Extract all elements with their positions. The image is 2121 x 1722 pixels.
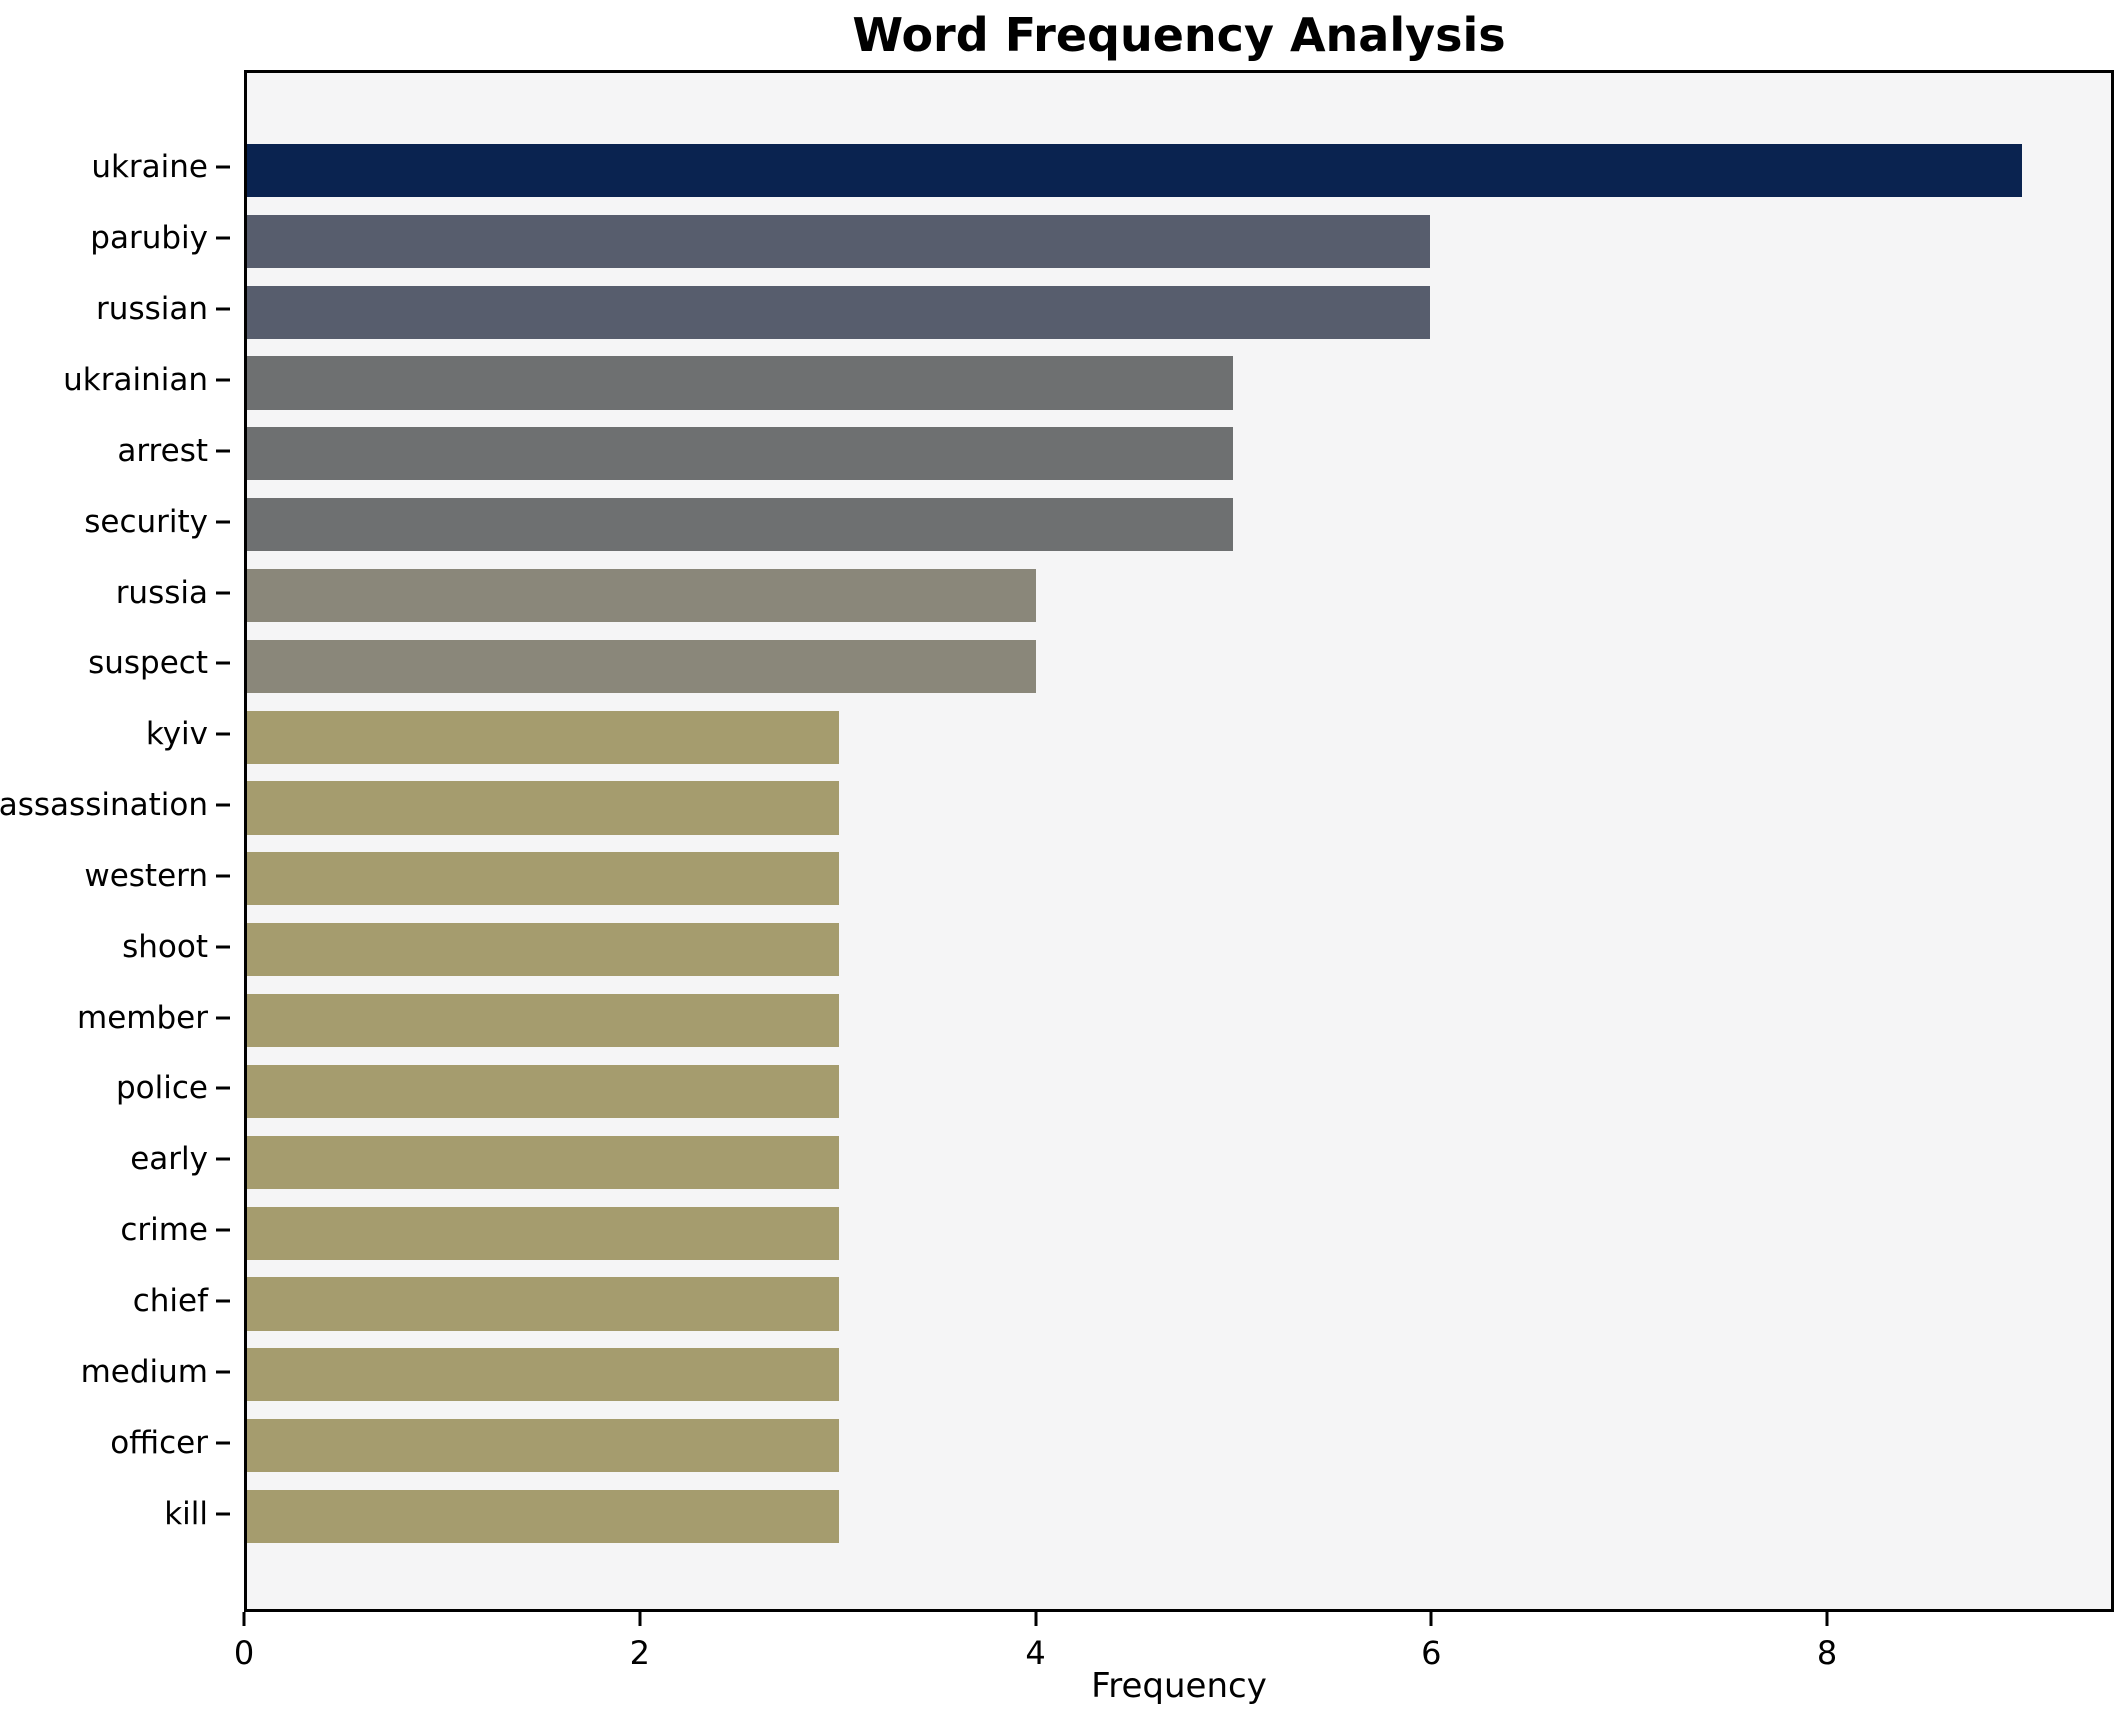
y-tick-mark bbox=[216, 874, 230, 878]
bar-row bbox=[247, 418, 2111, 489]
bar-row bbox=[247, 560, 2111, 631]
x-tick-mark bbox=[1825, 1612, 1829, 1626]
y-tick-mark bbox=[216, 520, 230, 524]
y-tick-mark bbox=[216, 1299, 230, 1303]
x-axis-title: Frequency bbox=[1091, 1666, 1267, 1706]
y-tick-mark bbox=[216, 1016, 230, 1020]
y-label-officer: officer bbox=[110, 1424, 208, 1461]
bar-row bbox=[247, 348, 2111, 419]
bar-arrest bbox=[247, 427, 1234, 481]
y-tick-mark bbox=[216, 165, 230, 169]
x-tick-label-0: 0 bbox=[233, 1634, 255, 1672]
y-label-medium: medium bbox=[80, 1353, 208, 1390]
bar-row bbox=[247, 1127, 2111, 1198]
y-label-crime: crime bbox=[120, 1212, 208, 1249]
y-tick-mark bbox=[216, 661, 230, 665]
y-tick-mark bbox=[216, 449, 230, 453]
y-tick-mark bbox=[216, 307, 230, 311]
y-label-russian: russian bbox=[96, 291, 208, 328]
y-tick-mark bbox=[216, 1086, 230, 1090]
y-label-russia: russia bbox=[115, 574, 208, 611]
y-tick-mark bbox=[216, 236, 230, 240]
y-tick-mark bbox=[216, 1441, 230, 1445]
bar-ukraine bbox=[247, 143, 2023, 197]
bar-officer bbox=[247, 1419, 839, 1473]
bar-member bbox=[247, 994, 839, 1048]
y-label-assassination: assassination bbox=[0, 787, 208, 824]
bar-row bbox=[247, 1339, 2111, 1410]
chart-title: Word Frequency Analysis bbox=[852, 8, 1506, 62]
y-tick-mark bbox=[216, 1370, 230, 1374]
x-tick-mark bbox=[638, 1612, 642, 1626]
y-label-ukraine: ukraine bbox=[91, 149, 208, 186]
bar-row bbox=[247, 844, 2111, 915]
y-tick-mark bbox=[216, 1157, 230, 1161]
bar-medium bbox=[247, 1348, 839, 1402]
y-label-member: member bbox=[77, 999, 208, 1036]
bar-suspect bbox=[247, 639, 1036, 693]
y-tick-mark bbox=[216, 1228, 230, 1232]
y-tick-mark bbox=[216, 591, 230, 595]
y-label-police: police bbox=[116, 1070, 208, 1107]
bar-security bbox=[247, 498, 1234, 552]
bar-shoot bbox=[247, 923, 839, 977]
bar-row bbox=[247, 489, 2111, 560]
bar-row bbox=[247, 702, 2111, 773]
x-tick-label-2: 2 bbox=[629, 1634, 650, 1672]
bar-row bbox=[247, 277, 2111, 348]
y-tick-mark bbox=[216, 1512, 230, 1516]
x-tick-label-6: 6 bbox=[1421, 1634, 1442, 1672]
y-label-shoot: shoot bbox=[122, 928, 208, 965]
bar-row bbox=[247, 1481, 2111, 1552]
bar-police bbox=[247, 1064, 839, 1119]
bar-row bbox=[247, 206, 2111, 277]
y-tick-mark bbox=[216, 378, 230, 382]
bar-row bbox=[247, 985, 2111, 1056]
bar-row bbox=[247, 773, 2111, 844]
bar-western bbox=[247, 852, 839, 906]
y-tick-mark bbox=[216, 803, 230, 807]
x-tick-label-4: 4 bbox=[1025, 1634, 1046, 1672]
y-label-ukrainian: ukrainian bbox=[63, 361, 208, 398]
bars-layer bbox=[247, 135, 2111, 1552]
y-label-western: western bbox=[84, 857, 208, 894]
y-label-arrest: arrest bbox=[117, 432, 208, 469]
y-label-early: early bbox=[130, 1141, 208, 1178]
bar-early bbox=[247, 1135, 839, 1189]
bar-kill bbox=[247, 1489, 839, 1544]
x-tick-mark bbox=[242, 1612, 246, 1626]
y-tick-mark bbox=[216, 732, 230, 736]
y-label-parubiy: parubiy bbox=[90, 220, 208, 257]
bar-russian bbox=[247, 285, 1431, 339]
y-label-suspect: suspect bbox=[88, 645, 208, 682]
bar-parubiy bbox=[247, 214, 1431, 268]
bar-assassination bbox=[247, 781, 839, 835]
y-label-kill: kill bbox=[164, 1495, 208, 1532]
bar-crime bbox=[247, 1206, 839, 1260]
bar-row bbox=[247, 135, 2111, 206]
x-tick-mark bbox=[1034, 1612, 1038, 1626]
x-tick-label-8: 8 bbox=[1816, 1634, 1838, 1672]
bar-ukrainian bbox=[247, 356, 1234, 410]
bar-kyiv bbox=[247, 710, 839, 764]
y-label-chief: chief bbox=[132, 1283, 208, 1320]
bar-row bbox=[247, 1198, 2111, 1269]
bar-row bbox=[247, 914, 2111, 985]
bar-row bbox=[247, 1269, 2111, 1340]
bar-row bbox=[247, 1056, 2111, 1127]
plot-area bbox=[244, 70, 2114, 1612]
bar-row bbox=[247, 631, 2111, 702]
bar-row bbox=[247, 1410, 2111, 1481]
y-tick-mark bbox=[216, 945, 230, 949]
y-label-security: security bbox=[84, 503, 208, 540]
bar-russia bbox=[247, 568, 1036, 623]
y-axis-labels: ukraine parubiy russian ukrainian arrest secu… bbox=[0, 132, 230, 1549]
x-axis-ticks: 0 2 4 6 8 bbox=[234, 1612, 2114, 1682]
y-label-kyiv: kyiv bbox=[145, 716, 208, 753]
x-tick-mark bbox=[1429, 1612, 1433, 1626]
bar-chief bbox=[247, 1277, 839, 1331]
